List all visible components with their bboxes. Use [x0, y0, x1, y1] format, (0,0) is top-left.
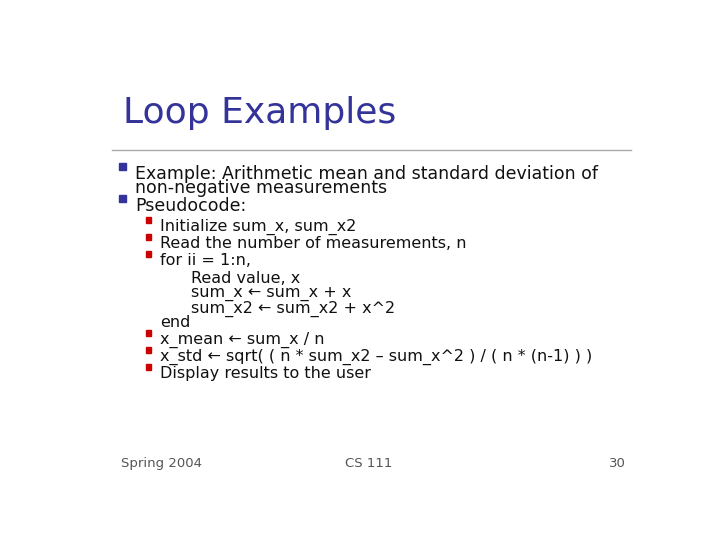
- Text: Pseudocode:: Pseudocode:: [135, 197, 246, 215]
- Text: sum_x ← sum_x + x: sum_x ← sum_x + x: [191, 286, 351, 301]
- Bar: [145, 364, 151, 370]
- Bar: [145, 234, 151, 240]
- Bar: [145, 347, 151, 353]
- Text: Example: Arithmetic mean and standard deviation of: Example: Arithmetic mean and standard de…: [135, 165, 598, 183]
- Text: Read the number of measurements, n: Read the number of measurements, n: [160, 236, 467, 251]
- Text: Loop Examples: Loop Examples: [122, 96, 396, 130]
- Text: Initialize sum_x, sum_x2: Initialize sum_x, sum_x2: [160, 219, 356, 235]
- Bar: [145, 251, 151, 256]
- Bar: [145, 217, 151, 222]
- Text: end: end: [160, 315, 190, 330]
- Text: non-negative measurements: non-negative measurements: [135, 179, 387, 197]
- Bar: [120, 163, 127, 170]
- Text: Read value, x: Read value, x: [191, 271, 300, 286]
- Text: CS 111: CS 111: [346, 457, 392, 470]
- Text: sum_x2 ← sum_x2 + x^2: sum_x2 ← sum_x2 + x^2: [191, 300, 395, 316]
- Text: x_std ← sqrt( ( n * sum_x2 – sum_x^2 ) / ( n * (n-1) ) ): x_std ← sqrt( ( n * sum_x2 – sum_x^2 ) /…: [160, 349, 592, 365]
- Text: for ii = 1:n,: for ii = 1:n,: [160, 253, 251, 268]
- Text: 30: 30: [609, 457, 626, 470]
- Text: x_mean ← sum_x / n: x_mean ← sum_x / n: [160, 332, 324, 348]
- Text: Spring 2004: Spring 2004: [121, 457, 202, 470]
- Bar: [145, 330, 151, 336]
- Text: Display results to the user: Display results to the user: [160, 366, 371, 381]
- Bar: [120, 195, 127, 202]
